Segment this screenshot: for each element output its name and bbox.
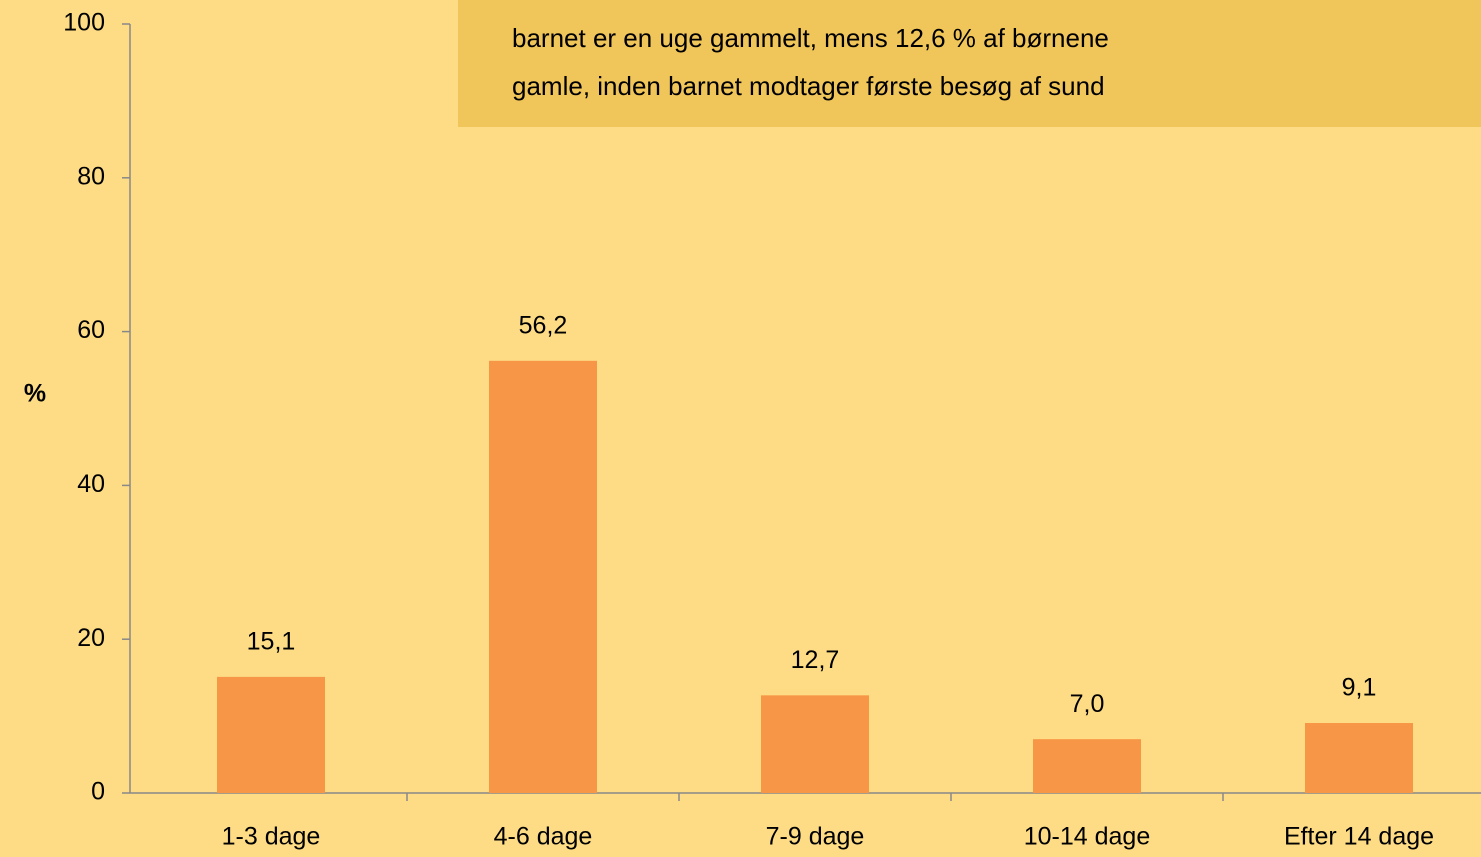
- x-tick-label: 4-6 dage: [494, 823, 593, 851]
- value-label: 7,0: [1070, 690, 1105, 718]
- value-label: 12,7: [791, 646, 840, 674]
- bar: [1033, 739, 1141, 793]
- x-tick-label: 7-9 dage: [766, 823, 865, 851]
- value-label: 56,2: [519, 311, 568, 339]
- y-tick-label: 80: [77, 162, 105, 190]
- bar: [761, 695, 869, 793]
- annotation: gamle, inden barnet modtager første besø…: [512, 71, 1105, 101]
- x-tick-label: Efter 14 dage: [1284, 823, 1434, 851]
- bar: [217, 676, 325, 793]
- y-tick-label: 60: [77, 316, 105, 344]
- value-label: 15,1: [247, 627, 296, 655]
- y-axis-label: %: [24, 380, 46, 408]
- y-tick-label: 20: [77, 624, 105, 652]
- y-tick-label: 40: [77, 470, 105, 498]
- x-tick-label: 10-14 dage: [1024, 823, 1151, 851]
- annotation-box: [458, 0, 1481, 127]
- y-tick-label: 100: [63, 9, 105, 37]
- bar: [1305, 723, 1413, 793]
- y-tick-label: 0: [91, 778, 105, 806]
- bar: [489, 360, 597, 793]
- x-tick-label: 1-3 dage: [222, 823, 321, 851]
- value-label: 9,1: [1342, 674, 1377, 702]
- annotation: barnet er en uge gammelt, mens 12,6 % af…: [512, 23, 1109, 53]
